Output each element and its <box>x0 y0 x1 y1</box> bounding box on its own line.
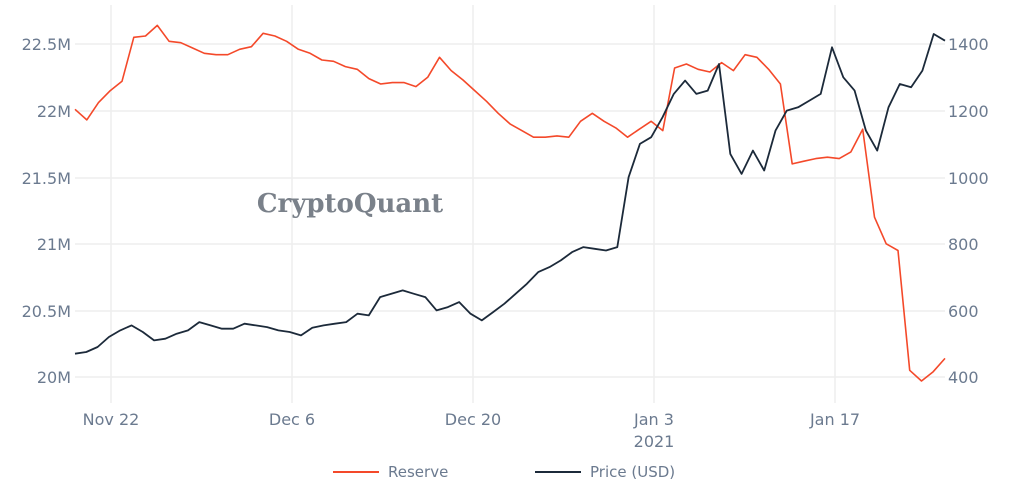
legend-item-price[interactable]: Price (USD) <box>535 463 675 481</box>
left-y-axis: 22.5M 22M 21.5M 21M 20.5M 20M <box>22 35 71 387</box>
x-tick-label: Jan 3 <box>633 410 674 429</box>
right-tick-label: 1200 <box>948 102 989 121</box>
right-y-axis: 1400 1200 1000 800 600 400 <box>948 35 989 387</box>
vertical-gridlines <box>110 5 836 403</box>
left-tick-label: 22M <box>37 102 71 121</box>
x-tick-year-label: 2021 <box>634 432 675 451</box>
x-tick-label: Dec 20 <box>445 410 501 429</box>
x-tick-label: Jan 17 <box>809 410 860 429</box>
left-tick-label: 20M <box>37 368 71 387</box>
left-tick-label: 22.5M <box>22 35 71 54</box>
left-tick-label: 21M <box>37 235 71 254</box>
reserve-line <box>74 24 946 382</box>
legend-item-reserve[interactable]: Reserve <box>333 463 448 481</box>
right-tick-label: 800 <box>948 235 979 254</box>
legend-label: Reserve <box>388 463 448 481</box>
x-tick-label: Nov 22 <box>83 410 140 429</box>
left-tick-label: 20.5M <box>22 302 71 321</box>
horizontal-gridlines <box>75 43 945 378</box>
right-tick-label: 400 <box>948 368 979 387</box>
legend: Reserve Price (USD) <box>333 463 675 481</box>
x-axis: Nov 22 Dec 6 Dec 20 Jan 3 2021 Jan 17 <box>83 410 860 451</box>
watermark: CryptoQuant <box>257 189 443 219</box>
legend-label: Price (USD) <box>590 463 675 481</box>
right-tick-label: 1000 <box>948 169 989 188</box>
right-tick-label: 600 <box>948 302 979 321</box>
left-tick-label: 21.5M <box>22 169 71 188</box>
price-line <box>74 33 946 355</box>
right-tick-label: 1400 <box>948 35 989 54</box>
x-tick-label: Dec 6 <box>269 410 315 429</box>
